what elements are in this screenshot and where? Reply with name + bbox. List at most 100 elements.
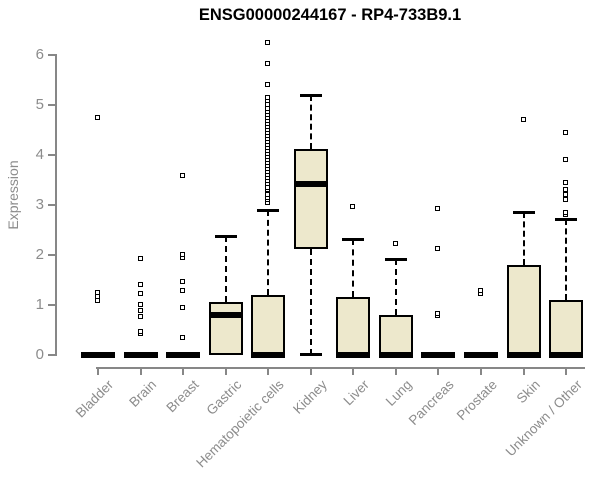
median-line bbox=[166, 352, 200, 358]
outlier-point bbox=[138, 302, 143, 307]
outlier-point bbox=[563, 197, 568, 202]
y-tick-label: 3 bbox=[35, 196, 44, 213]
x-category-label: Unknown / Other bbox=[502, 377, 585, 460]
upper-whisker-cap bbox=[215, 235, 237, 238]
outlier-point bbox=[180, 279, 185, 284]
upper-whisker bbox=[225, 236, 227, 302]
outlier-point bbox=[180, 335, 185, 340]
upper-whisker-cap bbox=[513, 211, 535, 214]
outlier-point bbox=[138, 308, 143, 313]
outlier-point bbox=[95, 290, 100, 295]
upper-whisker-cap bbox=[385, 258, 407, 261]
y-axis-tick bbox=[48, 54, 55, 56]
box bbox=[336, 297, 370, 355]
lower-whisker bbox=[310, 249, 312, 355]
y-axis-tick bbox=[48, 254, 55, 256]
outlier-point bbox=[180, 288, 185, 293]
x-category-label: Gastric bbox=[203, 377, 245, 418]
median-line bbox=[251, 352, 285, 358]
outlier-point bbox=[265, 82, 270, 87]
y-tick-label: 2 bbox=[35, 246, 44, 263]
x-category-label: Prostate bbox=[453, 377, 500, 424]
x-category-label: Liver bbox=[340, 377, 372, 409]
outlier-point bbox=[180, 173, 185, 178]
outlier-point bbox=[350, 204, 355, 209]
box bbox=[507, 265, 541, 355]
upper-whisker-cap bbox=[257, 209, 279, 212]
x-axis-tick bbox=[310, 367, 312, 375]
median-line bbox=[379, 352, 413, 358]
outlier-point bbox=[478, 288, 483, 293]
x-axis-tick bbox=[523, 367, 525, 375]
x-axis-tick bbox=[97, 367, 99, 375]
median-line bbox=[209, 312, 243, 318]
y-axis-tick bbox=[48, 354, 55, 356]
x-axis-tick bbox=[225, 367, 227, 375]
y-axis-tick bbox=[48, 104, 55, 106]
upper-whisker-cap bbox=[300, 94, 322, 97]
box bbox=[251, 295, 285, 355]
upper-whisker-cap bbox=[342, 238, 364, 241]
median-line bbox=[124, 352, 158, 358]
outlier-point bbox=[138, 256, 143, 261]
median-line bbox=[294, 181, 328, 187]
upper-whisker bbox=[267, 210, 269, 295]
x-category-label: Bladder bbox=[73, 377, 117, 421]
upper-whisker-cap bbox=[555, 218, 577, 221]
outlier-point bbox=[563, 157, 568, 162]
y-axis-tick bbox=[48, 204, 55, 206]
upper-whisker bbox=[395, 259, 397, 315]
x-category-label: Breast bbox=[163, 377, 202, 416]
outlier-point bbox=[563, 192, 568, 197]
x-category-label: Brain bbox=[126, 377, 160, 410]
box bbox=[379, 315, 413, 355]
x-axis-tick bbox=[140, 367, 142, 375]
x-category-label: Lung bbox=[382, 377, 415, 409]
outlier-point bbox=[265, 95, 270, 100]
x-axis-line bbox=[96, 367, 585, 369]
median-line bbox=[507, 352, 541, 358]
outlier-point bbox=[138, 291, 143, 296]
upper-whisker bbox=[352, 239, 354, 297]
x-category-label: Skin bbox=[513, 377, 543, 407]
upper-whisker bbox=[523, 212, 525, 265]
box bbox=[549, 300, 583, 355]
outlier-point bbox=[138, 329, 143, 334]
x-axis-tick bbox=[352, 367, 354, 375]
outlier-point bbox=[435, 206, 440, 211]
outlier-point bbox=[95, 115, 100, 120]
x-axis-tick bbox=[437, 367, 439, 375]
median-line bbox=[81, 352, 115, 358]
outlier-point bbox=[138, 314, 143, 319]
outlier-point bbox=[435, 246, 440, 251]
chart-title: ENSG00000244167 - RP4-733B9.1 bbox=[198, 6, 462, 24]
outlier-point bbox=[265, 61, 270, 66]
x-axis-tick bbox=[267, 367, 269, 375]
y-tick-label: 5 bbox=[35, 96, 44, 113]
y-tick-label: 0 bbox=[35, 346, 44, 363]
x-axis-tick bbox=[480, 367, 482, 375]
y-tick-label: 6 bbox=[35, 46, 44, 63]
outlier-point bbox=[393, 241, 398, 246]
outlier-point bbox=[138, 282, 143, 287]
outlier-point bbox=[265, 40, 270, 45]
outlier-point bbox=[563, 130, 568, 135]
median-line bbox=[464, 352, 498, 358]
y-tick-label: 4 bbox=[35, 146, 44, 163]
upper-whisker bbox=[310, 95, 312, 149]
y-tick-label: 1 bbox=[35, 296, 44, 313]
x-category-label: Kidney bbox=[289, 377, 330, 417]
outlier-point bbox=[180, 252, 185, 257]
y-axis-tick bbox=[48, 154, 55, 156]
outlier-point bbox=[563, 187, 568, 192]
upper-whisker bbox=[565, 219, 567, 300]
x-axis-tick bbox=[395, 367, 397, 375]
x-category-label: Pancreas bbox=[405, 377, 457, 428]
median-line bbox=[549, 352, 583, 358]
outlier-point bbox=[521, 117, 526, 122]
median-line bbox=[336, 352, 370, 358]
outlier-point bbox=[180, 305, 185, 310]
y-axis-tick bbox=[48, 304, 55, 306]
